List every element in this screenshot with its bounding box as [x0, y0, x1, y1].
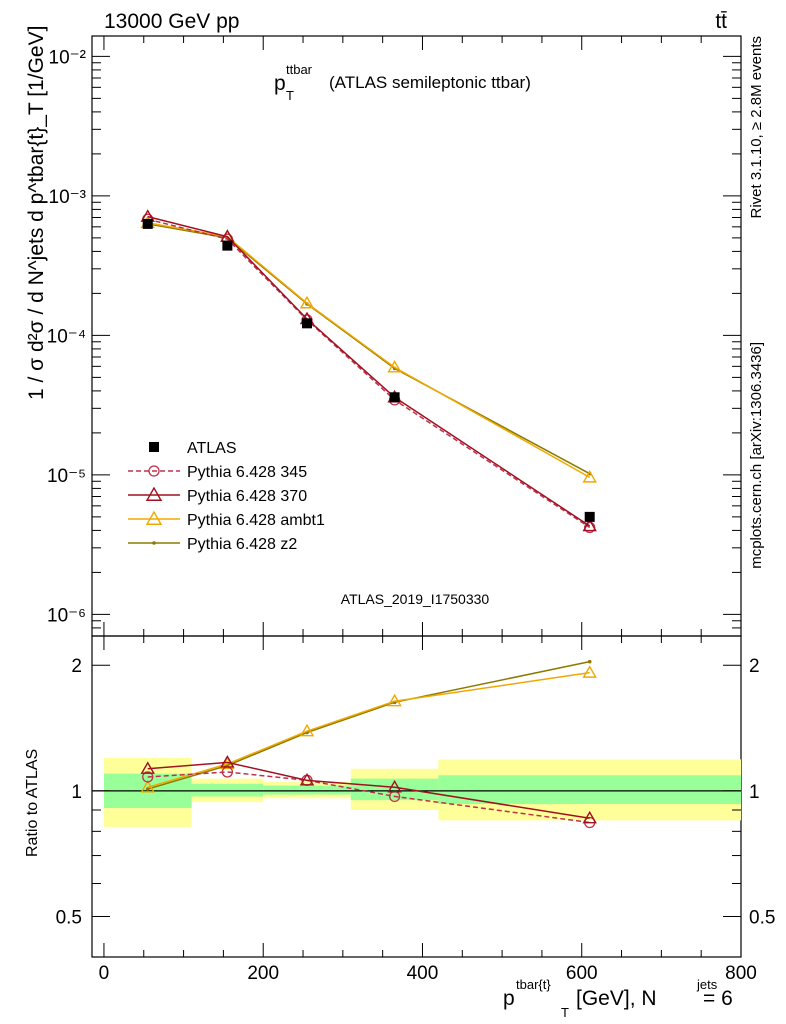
- ratio-band-green: [438, 775, 741, 805]
- main-point: [389, 392, 400, 403]
- main-series: [140, 209, 597, 534]
- main-y-tick-label: 10⁻³: [49, 187, 87, 208]
- main-point: [582, 518, 597, 532]
- ratio-y-tick-label-right: 2: [749, 656, 760, 677]
- main-series-line: [147, 222, 591, 479]
- legend-entry-2: Pythia 6.428 370: [128, 486, 307, 505]
- x-axis-label-tail: = 6: [703, 987, 733, 1010]
- main-series-2: [140, 209, 597, 532]
- legend-label: Pythia 6.428 370: [187, 488, 307, 505]
- ratio-y-tick-label-left: 2: [71, 656, 82, 677]
- x-axis-label-p: p: [503, 987, 515, 1010]
- main-point: [584, 511, 595, 522]
- ratio-band-green: [191, 783, 264, 797]
- legend-marker: [145, 486, 163, 501]
- process-label: tt̄: [715, 10, 727, 33]
- legend-marker: [145, 510, 163, 525]
- ratio-point: [299, 723, 315, 737]
- main-title-p: p: [274, 72, 286, 95]
- main-point: [299, 295, 315, 309]
- legend-entry-0: ATLAS: [149, 440, 237, 457]
- legend-marker: [152, 541, 156, 545]
- ratio-point: [140, 761, 155, 774]
- main-y-axis-label-text: 1 / σ d²σ / d N^jets d p^tbar{t}_T [1/Ge…: [25, 26, 48, 400]
- ratio-point: [582, 810, 597, 824]
- x-tick-label: 600: [566, 963, 598, 984]
- ratio-series-line: [147, 671, 590, 789]
- ratio-point: [140, 779, 155, 793]
- x-tick-label: 400: [407, 963, 439, 984]
- legend-label: Pythia 6.428 ambt1: [187, 512, 325, 529]
- ratio-band-green: [350, 778, 439, 801]
- legend-label: ATLAS: [187, 440, 237, 457]
- x-axis-label-sub: T: [561, 1005, 569, 1020]
- rivet-label: Rivet 3.1.10, ≥ 2.8M events: [748, 36, 765, 219]
- main-title-rest: (ATLAS semileptonic ttbar): [329, 73, 531, 92]
- main-title-sup: ttbar: [286, 62, 313, 77]
- ratio-y-tick-label-left: 0.5: [56, 908, 82, 929]
- legend-marker: [149, 442, 159, 452]
- x-axis-label-rest: [GeV], N: [576, 987, 657, 1010]
- main-title: p ttbar T (ATLAS semileptonic ttbar): [274, 62, 531, 103]
- ratio-point: [387, 779, 402, 793]
- ratio-point: [299, 772, 315, 786]
- ratio-y-axis-label: Ratio to ATLAS: [24, 749, 41, 857]
- legend-marker: [148, 465, 160, 477]
- main-y-tick-label: 10⁻⁶: [47, 605, 86, 626]
- legend-entry-3: Pythia 6.428 ambt1: [128, 510, 325, 529]
- legend-entry-1: Pythia 6.428 345: [128, 464, 307, 481]
- legend: ATLAS Pythia 6.428 345 Pythia 6.428 370 Pyt…: [128, 440, 325, 553]
- main-point: [387, 359, 402, 373]
- x-axis-label-sup: tbar{t}: [516, 977, 551, 992]
- ratio-point: [587, 659, 592, 664]
- x-axis-label-sup2: jets: [696, 977, 718, 992]
- ratio-point: [142, 771, 154, 783]
- main-title-sub: T: [286, 88, 294, 103]
- ratio-y-tick-label-left: 1: [71, 782, 82, 803]
- ratio-y-tick-label-right: 1: [749, 782, 760, 803]
- main-y-axis-label: 1 / σ d²σ / d N^jets d p^tbar{t}_T [1/Ge…: [25, 26, 48, 400]
- main-point: [302, 318, 313, 329]
- main-point: [142, 218, 153, 229]
- analysis-id: ATLAS_2019_I1750330: [341, 591, 490, 607]
- ratio-point: [387, 693, 402, 707]
- main-point: [222, 240, 233, 251]
- ratio-band-green: [263, 785, 351, 795]
- ratio-point: [145, 787, 150, 791]
- x-tick-label: 800: [725, 963, 757, 984]
- x-tick-label: 0: [99, 963, 110, 984]
- ratio-series-1: [140, 755, 597, 824]
- ratio-point: [220, 755, 235, 768]
- energy-label: 13000 GeV pp: [104, 10, 239, 33]
- main-axes: 10⁻² 10⁻³ 10⁻⁴ 10⁻⁵ 10⁻⁶: [47, 36, 742, 637]
- ratio-series-line: [147, 771, 590, 824]
- ratio-y-tick-label-right: 0.5: [749, 908, 775, 929]
- main-series-0: [142, 218, 595, 522]
- ratio-uncertainty-bands: [103, 757, 741, 827]
- legend-label: Pythia 6.428 345: [187, 464, 307, 481]
- ratio-point: [582, 665, 597, 678]
- legend-label: Pythia 6.428 z2: [187, 536, 297, 553]
- x-tick-label: 200: [247, 963, 279, 984]
- ratio-series-line: [147, 761, 590, 819]
- mcplots-label: mcplots.cern.ch [arXiv:1306.3436]: [748, 342, 765, 569]
- x-axis-label: p tbar{t} T [GeV], N jets = 6: [503, 977, 733, 1020]
- main-point: [582, 469, 597, 483]
- main-y-tick-label: 10⁻⁵: [47, 466, 86, 487]
- legend-entry-4: Pythia 6.428 z2: [128, 536, 297, 553]
- ratio-series: [140, 659, 597, 829]
- main-y-tick-label: 10⁻²: [49, 47, 87, 68]
- main-y-tick-label: 10⁻⁴: [47, 326, 86, 347]
